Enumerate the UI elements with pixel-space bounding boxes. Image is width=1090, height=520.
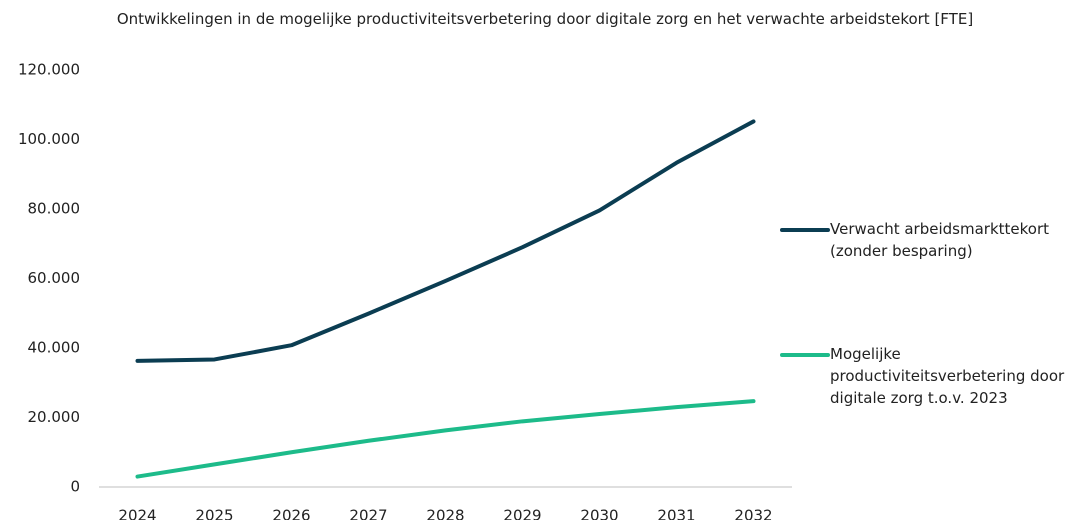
x-tick-label: 2029	[503, 507, 541, 520]
chart-title: Ontwikkelingen in de mogelijke productiv…	[116, 10, 974, 28]
y-tick-label: 120.000	[18, 61, 80, 79]
data-line	[135, 119, 756, 363]
x-tick-label: 2026	[272, 507, 310, 520]
x-tick-label: 2032	[734, 507, 772, 520]
title-box: Ontwikkelingen in de mogelijke productiv…	[116, 10, 974, 28]
y-tick-label: 0	[70, 478, 80, 496]
y-tick-label: 100.000	[18, 130, 80, 148]
legend-label: Mogelijke productiviteitsverbetering doo…	[830, 345, 1065, 407]
x-tick-label: 2031	[657, 507, 695, 520]
y-tick-label: 40.000	[28, 339, 81, 357]
y-tick-label: 20.000	[28, 408, 81, 426]
x-tick-label: 2027	[349, 507, 387, 520]
y-tick-label: 60.000	[28, 269, 81, 287]
legend-label: Verwacht arbeidsmarkttekort (zonder besp…	[830, 220, 1049, 260]
x-tick-label: 2030	[580, 507, 618, 520]
x-tick-label: 2025	[195, 507, 233, 520]
x-tick-label: 2028	[426, 507, 464, 520]
legend-box: Mogelijke productiviteitsverbetering doo…	[830, 345, 1065, 407]
y-tick-label: 80.000	[28, 200, 81, 218]
legend-box: Verwacht arbeidsmarkttekort (zonder besp…	[830, 220, 1049, 260]
data-line	[135, 399, 756, 479]
x-tick-label: 2024	[118, 507, 156, 520]
